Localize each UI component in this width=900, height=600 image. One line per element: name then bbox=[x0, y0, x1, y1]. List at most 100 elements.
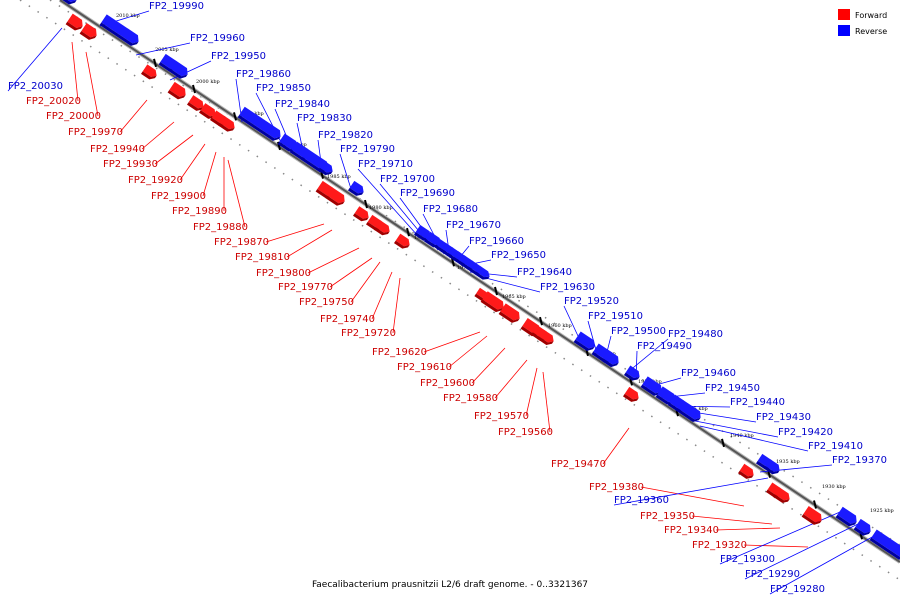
leader-lines bbox=[7, 10, 875, 595]
reverse-gene-label: FP2_19650 bbox=[491, 250, 546, 261]
forward-leader-line bbox=[179, 143, 206, 181]
forward-gene-label: FP2_19930 bbox=[103, 159, 158, 170]
forward-gene bbox=[480, 291, 504, 313]
reverse-gene bbox=[640, 376, 662, 396]
reverse-gene-label: FP2_19420 bbox=[778, 427, 833, 438]
reverse-gene bbox=[237, 106, 281, 141]
forward-leader-line bbox=[743, 544, 809, 548]
genome-backbone bbox=[59, 0, 900, 563]
reverse-gene-label: FP2_19410 bbox=[808, 441, 863, 452]
reverse-gene-label: FP2_19690 bbox=[400, 188, 455, 199]
forward-leader-line bbox=[602, 427, 630, 465]
forward-gene-label: FP2_19350 bbox=[640, 511, 695, 522]
forward-leader-line bbox=[154, 134, 194, 165]
reverse-gene-label: FP2_19370 bbox=[832, 455, 887, 466]
forward-leader-line bbox=[227, 159, 246, 228]
reverse-gene-label: FP2_19830 bbox=[297, 113, 352, 124]
legend-reverse-swatch bbox=[838, 25, 850, 36]
forward-leader-line bbox=[525, 367, 538, 417]
forward-gene-label: FP2_19720 bbox=[341, 328, 396, 339]
legend: Forward Reverse bbox=[838, 9, 887, 36]
forward-leader-line bbox=[494, 359, 528, 399]
forward-gene bbox=[140, 64, 157, 80]
reverse-gene-label: FP2_19960 bbox=[190, 33, 245, 44]
reverse-leader-line bbox=[699, 425, 809, 452]
reverse-gene bbox=[601, 350, 619, 368]
tick-mark bbox=[539, 316, 543, 326]
gene-labels: FP2_20020 FP2_20000 FP2_19970 FP2_19940 FP2_… bbox=[8, 1, 887, 595]
forward-leader-line bbox=[691, 515, 773, 525]
reverse-gene-label: FP2_19290 bbox=[745, 569, 800, 580]
reverse-leader-line bbox=[563, 305, 579, 337]
tick-mark bbox=[451, 258, 455, 267]
forward-gene bbox=[217, 115, 235, 132]
reverse-gene-label: FP2_19840 bbox=[275, 99, 330, 110]
tick-label: 1965 kbp bbox=[502, 294, 526, 300]
reverse-gene-label: FP2_19790 bbox=[340, 144, 395, 155]
reverse-gene bbox=[474, 265, 490, 280]
reverse-gene-label: FP2_19850 bbox=[256, 83, 311, 94]
forward-gene bbox=[167, 81, 186, 100]
forward-leader-line bbox=[471, 347, 506, 384]
legend-forward-label: Forward bbox=[855, 11, 887, 20]
tick-mark bbox=[192, 84, 196, 94]
tick-label: 1925 kbp bbox=[870, 508, 894, 514]
forward-gene-label: FP2_19570 bbox=[474, 411, 529, 422]
reverse-gene bbox=[623, 365, 640, 381]
forward-gene bbox=[352, 206, 369, 222]
reverse-leader-line bbox=[769, 535, 875, 595]
reverse-gene-label: FP2_19670 bbox=[446, 220, 501, 231]
forward-gene-label: FP2_19870 bbox=[214, 237, 269, 248]
reverse-leader-line bbox=[357, 168, 419, 237]
forward-gene bbox=[198, 103, 216, 119]
reverse-gene bbox=[317, 160, 333, 176]
reverse-gene-label: FP2_19500 bbox=[611, 326, 666, 337]
forward-gene-label: FP2_19600 bbox=[420, 378, 475, 389]
forward-gene bbox=[801, 506, 822, 525]
forward-leader-line bbox=[71, 41, 79, 102]
forward-gene-label: FP2_19470 bbox=[551, 459, 606, 470]
forward-leader-line bbox=[286, 229, 333, 258]
forward-gene-label: FP2_19580 bbox=[443, 393, 498, 404]
forward-leader-line bbox=[119, 99, 148, 133]
gene-features bbox=[57, 0, 900, 560]
forward-leader-line bbox=[371, 271, 393, 320]
forward-leader-line bbox=[542, 371, 551, 433]
forward-gene bbox=[79, 22, 97, 40]
forward-leader-line bbox=[202, 151, 217, 197]
forward-leader-line bbox=[448, 335, 488, 368]
reverse-leader-line bbox=[587, 320, 597, 351]
reverse-gene bbox=[869, 529, 900, 560]
reverse-gene bbox=[853, 518, 871, 536]
reverse-leader-line bbox=[613, 477, 769, 506]
reverse-leader-line bbox=[744, 523, 859, 580]
tick-label: 1960 kbp bbox=[548, 323, 572, 329]
reverse-gene bbox=[347, 180, 364, 196]
reverse-gene-label: FP2_19490 bbox=[637, 341, 692, 352]
reverse-leader-line bbox=[477, 275, 541, 293]
forward-leader-line bbox=[392, 277, 401, 334]
reverse-gene-label: FP2_20030 bbox=[8, 81, 63, 92]
forward-gene bbox=[622, 386, 639, 402]
legend-reverse-label: Reverse bbox=[855, 27, 887, 36]
forward-gene-label: FP2_20020 bbox=[26, 96, 81, 107]
forward-gene-label: FP2_19740 bbox=[320, 314, 375, 325]
forward-leader-line bbox=[640, 486, 745, 507]
legend-forward-swatch bbox=[838, 9, 850, 20]
reverse-gene-label: FP2_19520 bbox=[564, 296, 619, 307]
reverse-gene-label: FP2_19460 bbox=[681, 368, 736, 379]
reverse-gene bbox=[300, 148, 328, 173]
forward-gene-label: FP2_19610 bbox=[397, 362, 452, 373]
reverse-gene bbox=[168, 60, 188, 79]
reverse-gene-label: FP2_19360 bbox=[614, 495, 669, 506]
reverse-gene-label: FP2_19950 bbox=[211, 51, 266, 62]
forward-gene-label: FP2_19920 bbox=[128, 175, 183, 186]
tick-mark bbox=[153, 58, 157, 68]
forward-gene-label: FP2_19770 bbox=[278, 282, 333, 293]
tick-label: 1980 kbp bbox=[369, 205, 393, 211]
reverse-gene-label: FP2_19510 bbox=[588, 311, 643, 322]
tick-mark bbox=[813, 500, 817, 509]
